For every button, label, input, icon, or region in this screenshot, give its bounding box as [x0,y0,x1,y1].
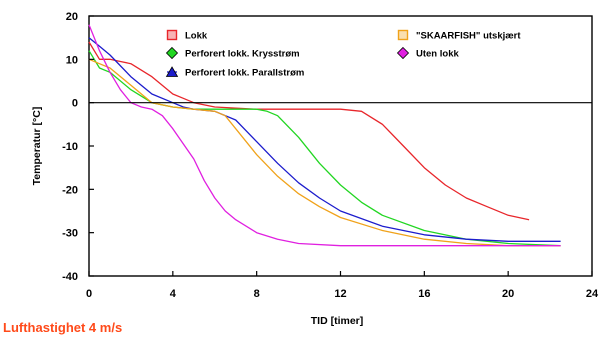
y-axis-title: Temperatur [°C] [31,107,43,186]
series-line-2 [88,50,561,247]
legend-marker [396,46,410,60]
legend-marker [165,66,179,77]
y-tick-label: 20 [66,11,78,23]
x-tick-label: 4 [170,288,177,300]
y-tick-label: -30 [62,228,78,240]
legend-marker [165,46,179,60]
x-tick-label: 24 [586,288,599,300]
legend-marker [397,29,409,41]
y-tick-label: -20 [62,184,78,196]
x-tick-label: 0 [86,288,92,300]
legend-marker [166,29,178,41]
series-line-1 [88,41,530,221]
x-tick-label: 8 [254,288,260,300]
x-tick-label: 20 [502,288,514,300]
x-axis-title: TID [timer] [311,315,364,327]
y-tick-label: -40 [62,271,78,283]
x-tick-label: 16 [418,288,430,300]
axis-layer: 0 4 8 12 16 20 24 20 10 0 -10 -20 -30 -40 [62,11,599,300]
y-tick-label: -10 [62,141,78,153]
y-tick-label: 10 [66,54,78,66]
x-tick-label: 12 [334,288,346,300]
series-layer [88,24,592,247]
legend: Lokk Perforert lokk. Krysstrøm Perforert l… [165,29,521,79]
plot-area [88,15,593,277]
legend-marker-fill [398,30,408,40]
legend-label: Uten lokk [416,49,459,60]
series-line-5 [88,24,561,247]
legend-label: "SKAARFISH" utskjært [416,31,521,42]
legend-label: Perforert lokk. Krysstrøm [185,49,300,60]
legend-label: Lokk [185,31,208,42]
y-tick-label: 0 [72,98,78,110]
footnote-air-velocity: Lufthastighet 4 m/s [3,320,123,335]
plot-frame [88,15,593,277]
legend-marker-fill [167,30,177,40]
series-line-4 [88,58,561,247]
series-line-3 [88,37,561,242]
legend-label: Perforert lokk. Parallstrøm [185,68,304,79]
